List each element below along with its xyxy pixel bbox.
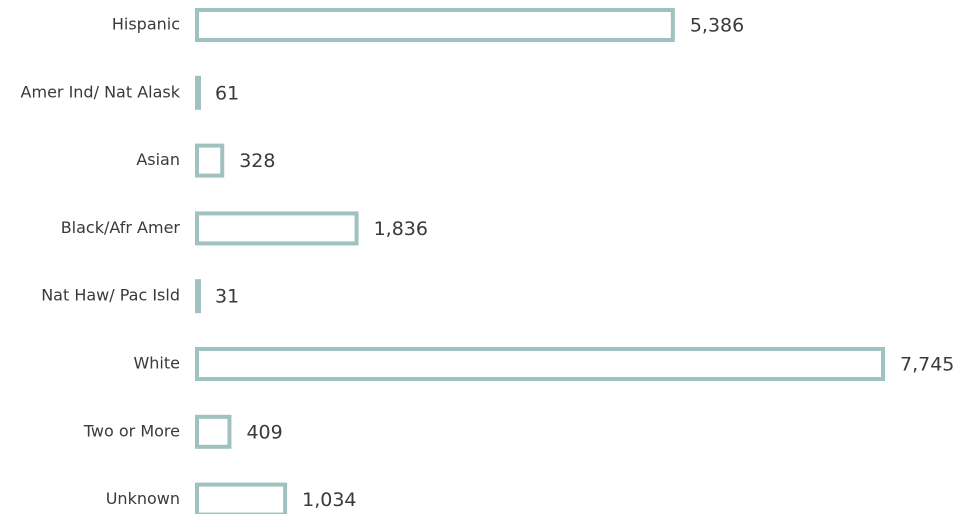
data-label: 328 xyxy=(239,150,275,172)
bar xyxy=(195,279,201,314)
bar xyxy=(195,347,885,381)
bar xyxy=(195,143,225,178)
data-label: 1,034 xyxy=(302,489,356,511)
data-label: 409 xyxy=(246,421,282,443)
category-label: Nat Haw/ Pac Isld xyxy=(41,286,180,305)
bar xyxy=(195,211,359,246)
bar xyxy=(195,8,675,42)
data-label: 31 xyxy=(215,286,239,308)
category-label: Black/Afr Amer xyxy=(61,218,181,237)
category-label: Two or More xyxy=(83,421,180,440)
category-label: Asian xyxy=(136,150,180,169)
data-label: 1,836 xyxy=(374,218,428,240)
bar xyxy=(195,75,201,110)
data-label: 5,386 xyxy=(690,15,744,37)
bar xyxy=(195,414,232,449)
category-label: White xyxy=(133,354,180,373)
bar xyxy=(195,482,288,514)
category-label: Hispanic xyxy=(112,15,180,34)
category-label: Unknown xyxy=(106,489,180,508)
data-label: 7,745 xyxy=(900,354,954,376)
category-label: Amer Ind/ Nat Alask xyxy=(21,82,181,101)
data-label: 61 xyxy=(215,82,239,104)
